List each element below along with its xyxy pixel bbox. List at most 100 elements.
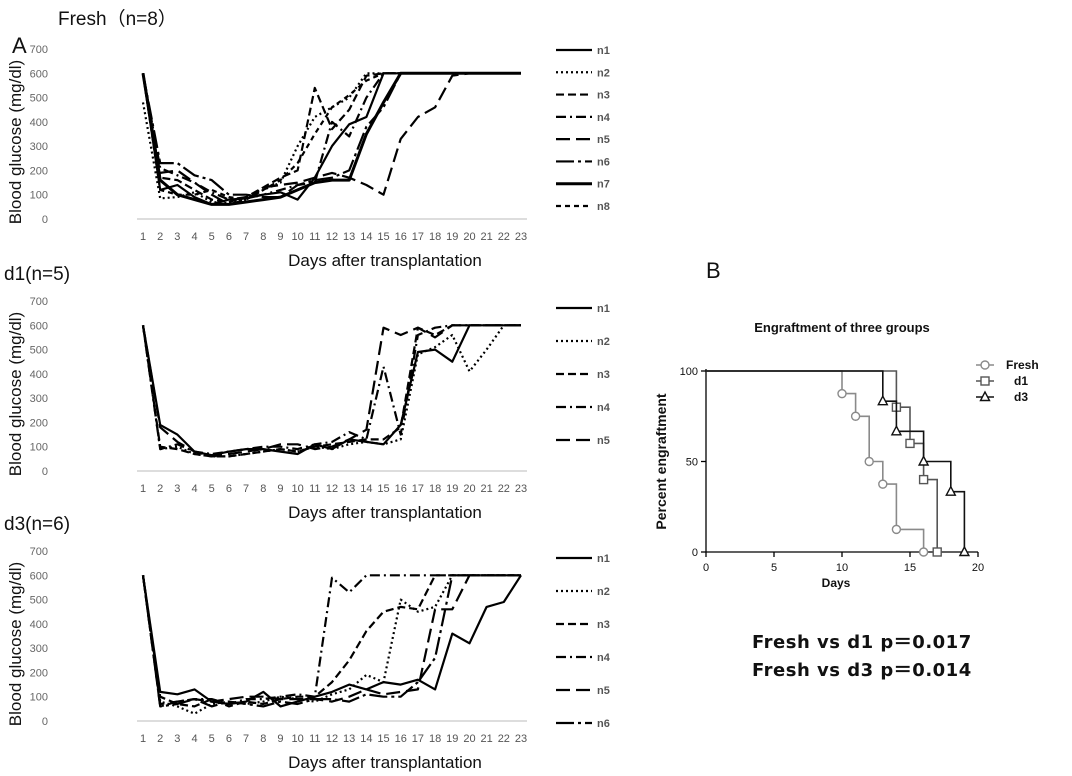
fresh-x-tick-label: 6 <box>226 231 232 243</box>
km-x-tick-label: 0 <box>703 562 709 574</box>
d3-legend-label-n1: n1 <box>597 553 610 565</box>
d1-series-n1 <box>141 324 521 457</box>
km-point-Fresh <box>891 524 902 535</box>
fresh-legend-label-n2: n2 <box>597 67 610 79</box>
d3-y-axis-label: Blood glucose (mg/dl) <box>6 562 25 726</box>
d1-series-n3 <box>141 324 521 458</box>
fresh-x-tick-label: 19 <box>446 231 458 243</box>
d3-x-tick-label: 9 <box>277 733 283 745</box>
fresh-legend-label-n8: n8 <box>597 201 610 213</box>
d1-legend-label-n1: n1 <box>597 303 610 315</box>
d3-x-tick-label: 15 <box>377 733 389 745</box>
km-x-tick-label: 10 <box>836 562 848 574</box>
km-y-tick-label: 100 <box>680 366 698 378</box>
panel-label-a: A <box>12 33 27 58</box>
km-point-d1 <box>918 474 929 485</box>
d1-x-tick-label: 20 <box>463 483 475 495</box>
d1-x-tick-label: 19 <box>446 483 458 495</box>
d3-x-axis-label: Days after transplantation <box>288 753 482 772</box>
fresh-legend-label-n5: n5 <box>597 134 610 146</box>
d3-x-tick-label: 13 <box>343 733 355 745</box>
d3-legend-label-n3: n3 <box>597 619 610 631</box>
d3-x-tick-label: 12 <box>326 733 338 745</box>
km-title: Engraftment of three groups <box>754 320 930 335</box>
fresh-series-n7 <box>141 71 521 206</box>
d1-x-tick-label: 6 <box>226 483 232 495</box>
fresh-x-tick-label: 8 <box>260 231 266 243</box>
d1-x-tick-label: 2 <box>157 483 163 495</box>
d1-x-tick-label: 10 <box>292 483 304 495</box>
d3-x-tick-label: 1 <box>140 733 146 745</box>
d1-x-tick-label: 21 <box>481 483 493 495</box>
d1-x-tick-label: 3 <box>174 483 180 495</box>
km-legend-label-d3: d3 <box>1014 390 1028 404</box>
d3-y-tick-label: 400 <box>30 619 48 631</box>
km-point-Fresh <box>918 547 929 557</box>
km-legend-label-Fresh: Fresh <box>1006 358 1039 372</box>
d1-series-n4 <box>141 324 521 456</box>
d1-x-tick-label: 13 <box>343 483 355 495</box>
d3-x-tick-label: 20 <box>463 733 475 745</box>
fresh-x-tick-label: 11 <box>309 231 320 243</box>
d3-legend-label-n6: n6 <box>597 718 610 730</box>
d3-y-tick-label: 300 <box>30 643 48 655</box>
d1-group-title: d1(n=5) <box>4 264 71 285</box>
km-point-d3 <box>958 545 971 557</box>
d3-legend-label-n2: n2 <box>597 586 610 598</box>
km-point-d3 <box>945 485 957 496</box>
d3-legend-label-n4: n4 <box>597 652 611 664</box>
km-legend-marker-d3 <box>979 390 991 402</box>
d1-series-n2 <box>141 324 521 458</box>
d1-y-tick-label: 100 <box>30 442 48 454</box>
km-x-axis-label: Days <box>822 576 851 590</box>
km-x-tick-label: 15 <box>904 562 916 574</box>
d1-y-tick-label: 400 <box>30 369 48 381</box>
d3-y-tick-label: 0 <box>42 716 48 728</box>
d3-x-tick-label: 4 <box>191 733 197 745</box>
km-series-d1 <box>706 370 938 552</box>
fresh-x-tick-label: 18 <box>429 231 441 243</box>
d1-x-tick-label: 18 <box>429 483 441 495</box>
fresh-x-axis-label: Days after transplantation <box>288 251 482 270</box>
d3-series-n4 <box>141 574 521 708</box>
km-point-d3 <box>917 455 930 466</box>
d3-series-n3 <box>141 574 521 708</box>
d3-y-tick-label: 700 <box>30 546 48 558</box>
d1-x-axis-label: Days after transplantation <box>288 503 482 522</box>
km-point-d1 <box>932 547 942 557</box>
fresh-y-tick-label: 700 <box>30 44 48 56</box>
d3-x-tick-label: 22 <box>498 733 510 745</box>
km-point-d3 <box>877 394 889 406</box>
d1-y-tick-label: 200 <box>30 417 48 429</box>
fresh-x-tick-label: 15 <box>377 231 389 243</box>
d3-x-tick-label: 3 <box>174 733 180 745</box>
fresh-legend-label-n3: n3 <box>597 90 610 102</box>
d1-x-tick-label: 8 <box>260 483 266 495</box>
fresh-series-n2 <box>141 72 521 205</box>
fresh-x-tick-label: 12 <box>326 231 338 243</box>
d3-y-tick-label: 100 <box>30 692 48 704</box>
d3-x-tick-label: 6 <box>226 733 232 745</box>
fresh-series-n5 <box>141 72 521 206</box>
d1-x-tick-label: 9 <box>277 483 283 495</box>
fresh-x-tick-label: 7 <box>243 231 249 243</box>
panel-label-b: B <box>706 258 721 283</box>
d1-y-tick-label: 500 <box>30 345 48 357</box>
fresh-y-tick-label: 100 <box>30 190 48 202</box>
fresh-series-n1 <box>141 72 521 206</box>
d1-series-n5 <box>141 324 521 458</box>
km-y-tick-label: 0 <box>692 547 698 559</box>
fresh-group-title: Fresh（n=8） <box>58 9 177 30</box>
d1-x-tick-label: 14 <box>360 483 372 495</box>
km-legend-marker-Fresh <box>980 360 990 370</box>
d3-legend-label-n5: n5 <box>597 685 610 697</box>
d3-series-n5 <box>141 574 521 706</box>
fresh-x-tick-label: 20 <box>463 231 475 243</box>
d3-x-tick-label: 11 <box>309 733 320 745</box>
d3-x-tick-label: 17 <box>412 733 424 745</box>
fresh-x-tick-label: 9 <box>277 231 283 243</box>
d3-y-tick-label: 200 <box>30 667 48 679</box>
d3-y-tick-label: 600 <box>30 570 48 582</box>
fresh-series-n3 <box>141 72 521 204</box>
